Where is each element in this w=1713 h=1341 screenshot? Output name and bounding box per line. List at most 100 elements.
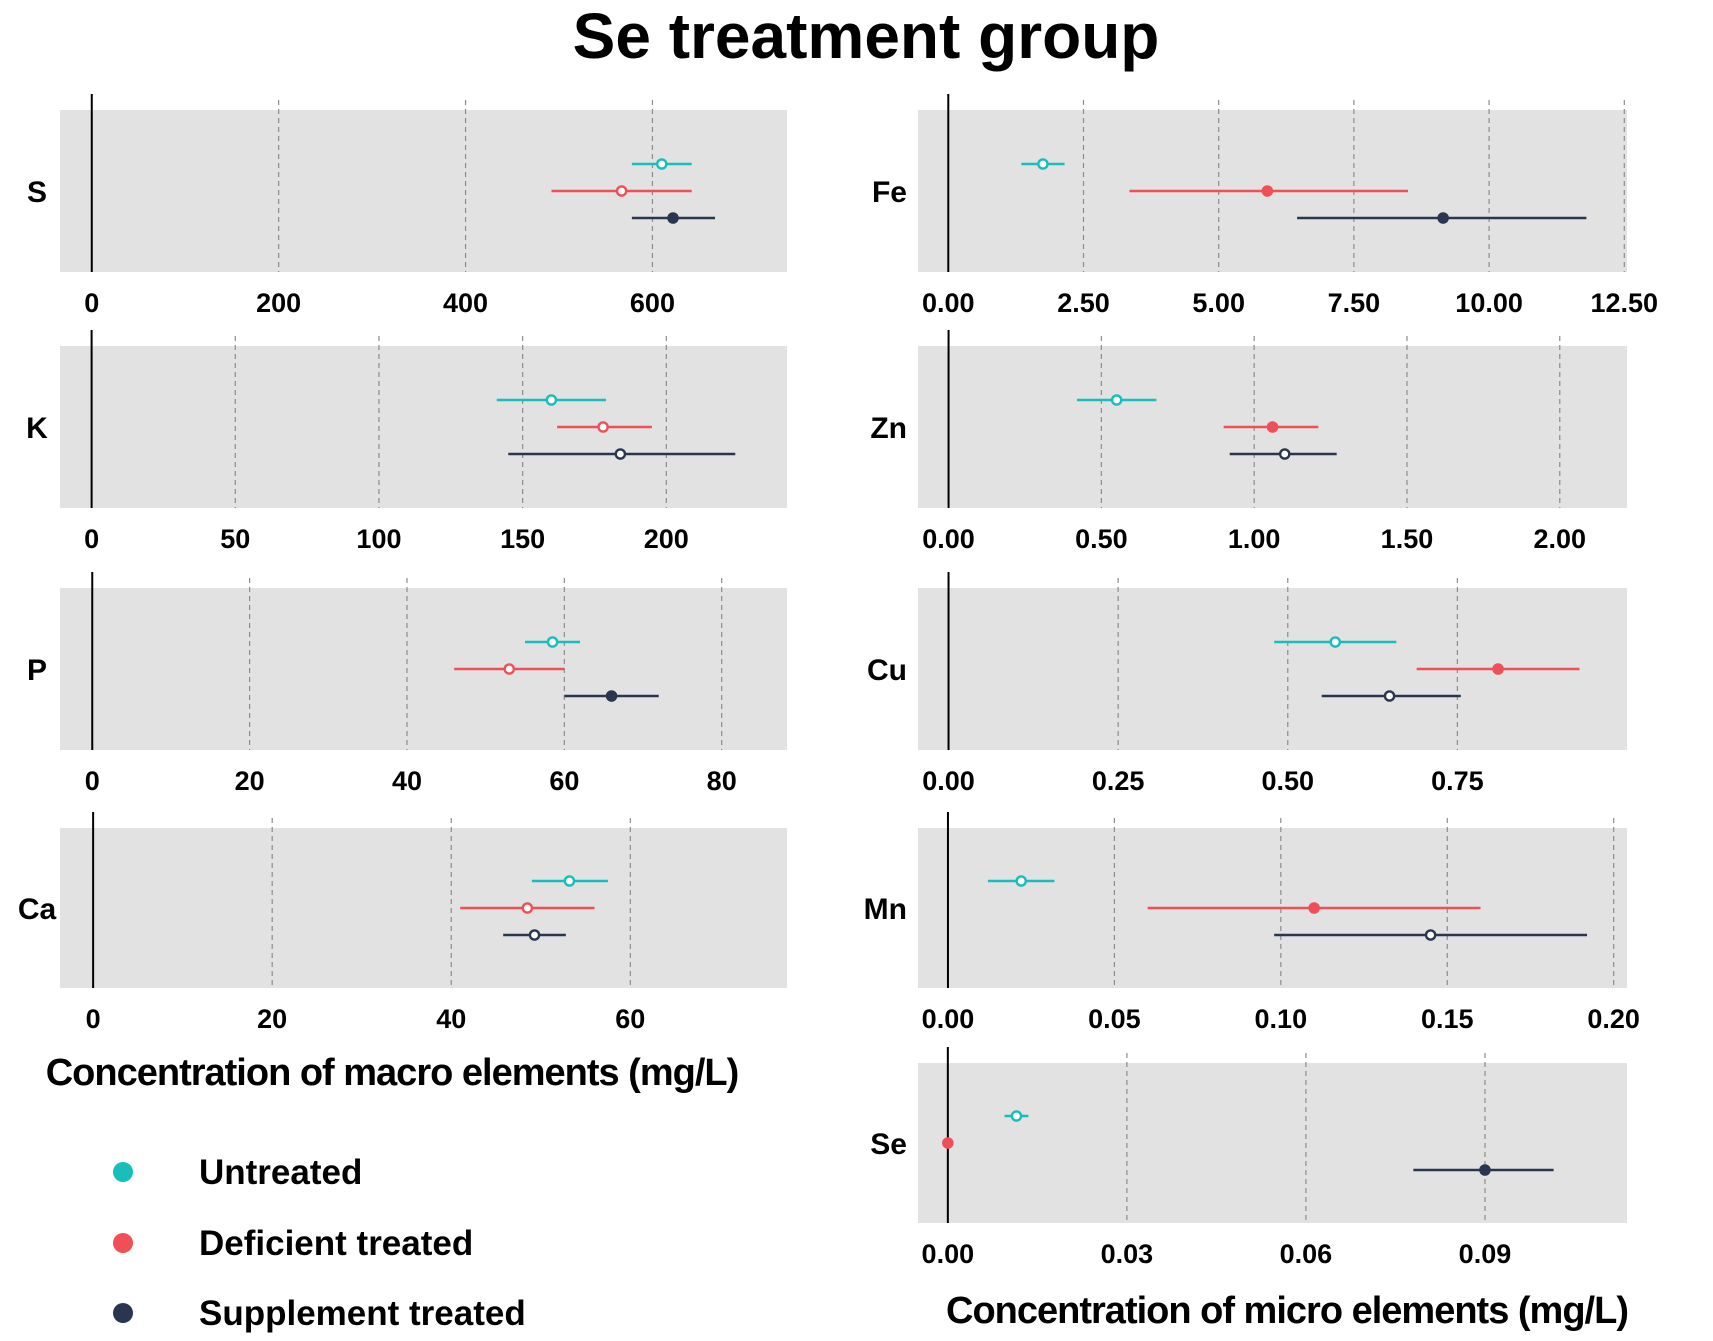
chart-title: Se treatment group (573, 0, 1160, 72)
x-tick-label: 0.00 (922, 288, 975, 318)
chart-column-1: 0.00 2.50 5.00 7.50 10.00 12.50 Fe 0.00 0.50 1.00… (864, 94, 1658, 1332)
x-tick-label: 0.75 (1431, 766, 1484, 796)
point-supplement-treated (1383, 690, 1396, 702)
x-tick-label: 20 (235, 766, 265, 796)
x-tick-label: 20 (257, 1004, 287, 1034)
point-supplement-treated (528, 929, 541, 941)
x-tick-label: 0.05 (1088, 1004, 1141, 1034)
point-deficient-treated (503, 663, 516, 675)
x-tick-label: 0.25 (1092, 766, 1145, 796)
point-deficient-treated (942, 1137, 954, 1149)
x-tick-label: 1.00 (1228, 524, 1281, 554)
legend-marker (113, 1303, 133, 1323)
x-tick-label: 60 (549, 766, 579, 796)
panel-fe: 0.00 2.50 5.00 7.50 10.00 12.50 Fe (872, 94, 1658, 318)
point-untreated (1010, 1110, 1023, 1122)
x-tick-label: 200 (644, 524, 689, 554)
panel-se: 0.00 0.03 0.06 0.09 Se (870, 1047, 1627, 1269)
element-label: Zn (870, 412, 907, 445)
panel-p: 0 20 40 60 80 P (27, 572, 787, 796)
x-tick-label: 0.06 (1280, 1239, 1333, 1269)
panel-cu: 0.00 0.25 0.50 0.75 Cu (867, 572, 1627, 796)
x-tick-label: 0.00 (922, 1239, 975, 1269)
panel-k: 0 50 100 150 200 K (26, 330, 787, 554)
x-tick-label: 150 (500, 524, 545, 554)
point-untreated (546, 636, 559, 648)
point-supplement-treated (667, 212, 679, 224)
point-supplement-treated (1437, 212, 1449, 224)
point-untreated (545, 394, 558, 406)
point-untreated (563, 875, 576, 887)
legend: Untreated Deficient treated Supplement tre… (113, 1153, 526, 1333)
x-tick-label: 12.50 (1591, 288, 1659, 318)
x-tick-label: 0.15 (1421, 1004, 1474, 1034)
x-tick-label: 5.00 (1192, 288, 1245, 318)
legend-label: Untreated (199, 1153, 362, 1192)
x-tick-label: 0 (85, 766, 100, 796)
x-axis-title: Concentration of macro elements (mg/L) (46, 1052, 739, 1094)
point-untreated (655, 158, 668, 170)
panel-ca: 0 20 40 60 Ca (18, 812, 787, 1034)
legend-marker (113, 1162, 133, 1182)
panel-ca-background (60, 828, 787, 988)
legend-item-deficient-treated: Deficient treated (113, 1224, 473, 1263)
legend-item-untreated: Untreated (113, 1153, 362, 1192)
x-tick-label: 0.03 (1101, 1239, 1154, 1269)
x-tick-label: 40 (436, 1004, 466, 1034)
x-tick-label: 7.50 (1328, 288, 1381, 318)
x-tick-label: 2.00 (1533, 524, 1586, 554)
element-label: Mn (864, 893, 907, 926)
point-supplement-treated (1479, 1164, 1491, 1176)
point-supplement-treated (1424, 929, 1437, 941)
x-tick-label: 0.20 (1587, 1004, 1640, 1034)
x-tick-label: 0.50 (1075, 524, 1128, 554)
point-untreated (1015, 875, 1027, 887)
x-tick-label: 10.00 (1455, 288, 1523, 318)
element-label: P (27, 654, 47, 687)
x-tick-label: 0.09 (1459, 1239, 1512, 1269)
element-label: K (26, 412, 48, 445)
x-tick-label: 60 (615, 1004, 645, 1034)
x-tick-label: 1.50 (1381, 524, 1434, 554)
element-label: S (27, 176, 47, 209)
x-tick-label: 0.00 (922, 766, 975, 796)
x-tick-label: 200 (256, 288, 301, 318)
x-axis-title: Concentration of micro elements (mg/L) (946, 1290, 1628, 1332)
panel-p-background (60, 588, 787, 750)
point-deficient-treated (1266, 421, 1279, 433)
x-tick-label: 0 (84, 524, 99, 554)
legend-label: Supplement treated (199, 1294, 526, 1333)
point-deficient-treated (1492, 663, 1504, 675)
element-label: Fe (872, 176, 907, 209)
legend-marker (113, 1233, 133, 1253)
point-deficient-treated (1261, 185, 1274, 197)
plot-area: 0 200 400 600 S 0 50 100 150 200 K 0 20 40 60 80 P 0 20 40 6… (18, 94, 1658, 1332)
point-deficient-treated (1308, 902, 1320, 914)
panel-s: 0 200 400 600 S (27, 94, 787, 318)
panel-se-background (918, 1063, 1627, 1223)
x-tick-label: 0 (84, 288, 99, 318)
legend-item-supplement-treated: Supplement treated (113, 1294, 526, 1333)
x-tick-label: 50 (220, 524, 250, 554)
x-tick-label: 80 (707, 766, 737, 796)
x-tick-label: 0.50 (1261, 766, 1314, 796)
x-tick-label: 2.50 (1057, 288, 1110, 318)
x-tick-label: 0 (86, 1004, 101, 1034)
element-label: Ca (18, 893, 57, 926)
x-tick-label: 400 (443, 288, 488, 318)
chart-column-0: 0 200 400 600 S 0 50 100 150 200 K 0 20 40 60 80 P 0 20 40 6… (18, 94, 787, 1094)
point-deficient-treated (521, 902, 534, 914)
element-label: Se (870, 1128, 907, 1161)
x-tick-label: 40 (392, 766, 422, 796)
x-tick-label: 100 (356, 524, 401, 554)
point-deficient-treated (615, 185, 628, 197)
point-supplement-treated (614, 448, 627, 460)
point-untreated (1037, 158, 1049, 170)
panel-zn: 0.00 0.50 1.00 1.50 2.00 Zn (870, 330, 1627, 554)
x-tick-label: 0.00 (922, 1004, 975, 1034)
point-untreated (1329, 636, 1342, 648)
element-label: Cu (867, 654, 907, 687)
point-supplement-treated (1278, 448, 1291, 460)
legend-label: Deficient treated (199, 1224, 473, 1263)
